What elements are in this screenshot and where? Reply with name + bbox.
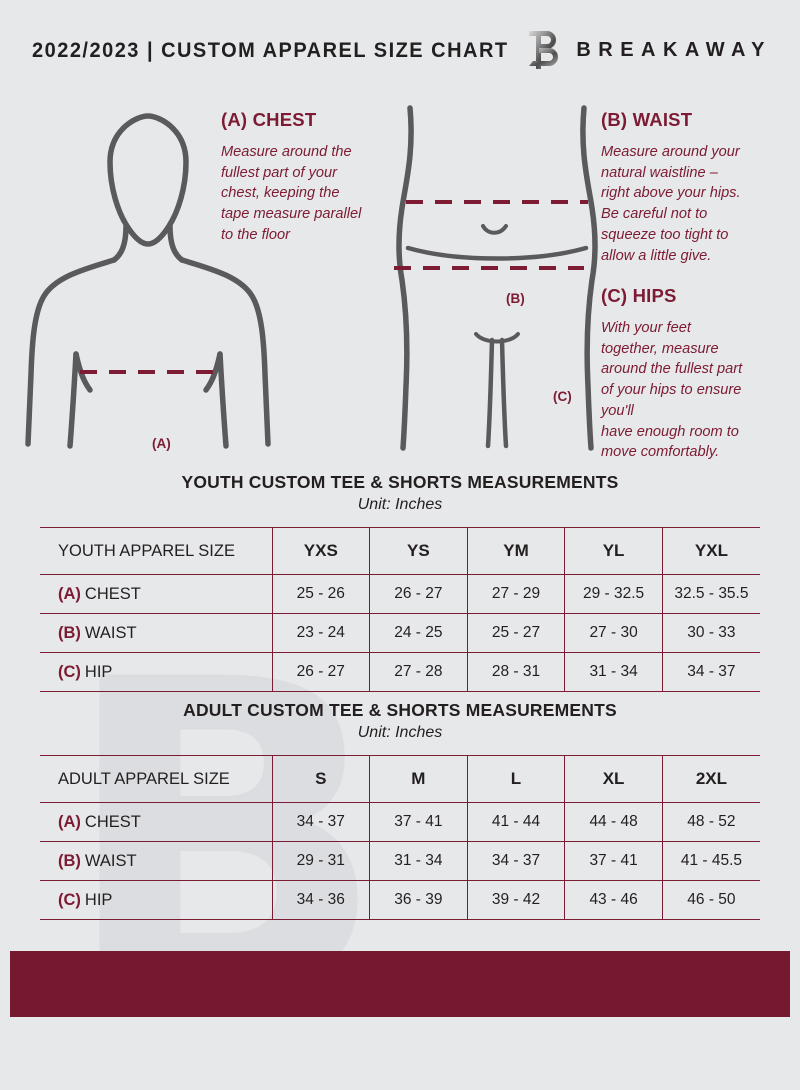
- brand-lockup: BREAKAWAY: [526, 28, 772, 72]
- youth-size-col-2: YM: [466, 527, 566, 575]
- adult-section-unit: Unit: Inches: [357, 724, 443, 741]
- youth-cell-0-4: 32.5 - 35.5: [661, 574, 760, 614]
- adult-cell-2-1: 36 - 39: [369, 880, 468, 920]
- youth-cell-0-3: 29 - 32.5: [564, 574, 663, 614]
- youth-row-label-2: (C) HIP: [40, 652, 273, 692]
- youth-cell-0-0: 25 - 26: [271, 574, 371, 614]
- adult-cell-1-4: 41 - 45.5: [661, 841, 760, 881]
- table-row: (C) HIP 26 - 27 27 - 28 28 - 31 31 - 34 3…: [40, 652, 760, 692]
- instruction-block-hips: (C) HIPS With your feet together, measur…: [601, 285, 779, 463]
- instruction-block-chest: (A) CHEST Measure around the fullest par…: [221, 109, 396, 246]
- youth-cell-2-4: 34 - 37: [661, 652, 760, 692]
- adult-size-col-2: L: [466, 755, 566, 803]
- adult-cell-2-4: 46 - 50: [661, 880, 760, 920]
- instruction-heading-waist: (B) WAIST: [601, 109, 693, 130]
- row-tag: (B): [58, 623, 81, 642]
- instruction-body-chest: Measure around the fullest part of your …: [221, 144, 362, 243]
- adult-cell-2-2: 39 - 42: [466, 880, 566, 920]
- instruction-body-waist: Measure around your natural waistline – …: [601, 144, 741, 264]
- youth-size-col-1: YS: [369, 527, 468, 575]
- youth-cell-1-0: 23 - 24: [271, 613, 371, 653]
- adult-cell-0-4: 48 - 52: [661, 802, 760, 842]
- adult-size-col-0: S: [271, 755, 371, 803]
- adult-cell-0-2: 41 - 44: [466, 802, 566, 842]
- youth-cell-1-3: 27 - 30: [564, 613, 663, 653]
- adult-size-table: ADULT APPAREL SIZE S M L XL 2XL (A) CHEST…: [40, 755, 760, 920]
- adult-cell-2-3: 43 - 46: [564, 880, 663, 920]
- adult-cell-2-0: 34 - 36: [271, 880, 371, 920]
- youth-size-col-4: YXL: [661, 527, 760, 575]
- youth-cell-2-2: 28 - 31: [466, 652, 566, 692]
- row-tag: (C): [58, 662, 81, 681]
- youth-cell-1-4: 30 - 33: [661, 613, 760, 653]
- youth-size-col-0: YXS: [271, 527, 371, 575]
- youth-cell-1-1: 24 - 25: [369, 613, 468, 653]
- youth-cell-2-1: 27 - 28: [369, 652, 468, 692]
- footer-bar: [10, 951, 790, 1017]
- row-tag: (A): [58, 584, 81, 603]
- page-title: 2022/2023 | CUSTOM APPAREL SIZE CHART: [32, 37, 509, 62]
- adult-cell-0-3: 44 - 48: [564, 802, 663, 842]
- row-tag: (B): [58, 851, 81, 870]
- youth-cell-2-0: 26 - 27: [271, 652, 371, 692]
- row-label: CHEST: [84, 812, 141, 831]
- row-label: HIP: [84, 890, 113, 909]
- adult-cell-0-1: 37 - 41: [369, 802, 468, 842]
- youth-cell-1-2: 25 - 27: [466, 613, 566, 653]
- youth-section-title: YOUTH CUSTOM TEE & SHORTS MEASUREMENTS: [181, 472, 619, 492]
- breakaway-b-logo-icon: [529, 31, 559, 69]
- instruction-block-waist: (B) WAIST Measure around your natural wa…: [601, 109, 776, 266]
- table-row: (A) CHEST 25 - 26 26 - 27 27 - 29 29 - 32…: [40, 574, 760, 614]
- chest-line-label: (A): [152, 436, 171, 451]
- youth-row-label-1: (B) WAIST: [40, 613, 273, 653]
- brand-name: BREAKAWAY: [576, 38, 772, 61]
- table-row: (C) HIP 34 - 36 36 - 39 39 - 42 43 - 46 4…: [40, 880, 760, 920]
- adult-cell-0-0: 34 - 37: [271, 802, 371, 842]
- row-label: HIP: [84, 662, 113, 681]
- instruction-heading-hips: (C) HIPS: [601, 285, 677, 306]
- instruction-body-hips: With your feet together, measure around …: [601, 320, 743, 461]
- lower-body-silhouette-icon: [394, 105, 598, 451]
- adult-cell-1-0: 29 - 31: [271, 841, 371, 881]
- hip-line-label: (C): [553, 389, 572, 404]
- youth-cell-0-1: 26 - 27: [369, 574, 468, 614]
- adult-size-col-4: 2XL: [661, 755, 760, 803]
- adult-cell-1-3: 37 - 41: [564, 841, 663, 881]
- youth-cell-0-2: 27 - 29: [466, 574, 566, 614]
- adult-size-col-1: M: [369, 755, 468, 803]
- youth-cell-2-3: 31 - 34: [564, 652, 663, 692]
- adult-row-label-1: (B) WAIST: [40, 841, 273, 881]
- row-label: WAIST: [84, 623, 137, 642]
- row-label: WAIST: [84, 851, 137, 870]
- youth-row-label-0: (A) CHEST: [40, 574, 273, 614]
- row-tag: (C): [58, 890, 81, 909]
- table-row: (B) WAIST 23 - 24 24 - 25 25 - 27 27 - 30…: [40, 613, 760, 653]
- table-row: (A) CHEST 34 - 37 37 - 41 41 - 44 44 - 48…: [40, 802, 760, 842]
- measurement-figures: (A) (B) (C): [0, 96, 800, 466]
- table-row: (B) WAIST 29 - 31 31 - 34 34 - 37 37 - 41…: [40, 841, 760, 881]
- adult-cell-1-2: 34 - 37: [466, 841, 566, 881]
- row-label: CHEST: [84, 584, 141, 603]
- youth-section-unit: Unit: Inches: [357, 496, 443, 513]
- adult-cell-1-1: 31 - 34: [369, 841, 468, 881]
- adult-header-label: ADULT APPAREL SIZE: [40, 755, 273, 803]
- youth-section: YOUTH CUSTOM TEE & SHORTS MEASUREMENTS U…: [40, 472, 760, 692]
- adult-row-label-0: (A) CHEST: [40, 802, 273, 842]
- table-header-row: ADULT APPAREL SIZE S M L XL 2XL: [40, 755, 760, 803]
- table-header-row: YOUTH APPAREL SIZE YXS YS YM YL YXL: [40, 527, 760, 575]
- youth-size-col-3: YL: [564, 527, 663, 575]
- upper-body-silhouette-icon: [25, 113, 271, 449]
- adult-size-col-3: XL: [564, 755, 663, 803]
- page-header: 2022/2023 | CUSTOM APPAREL SIZE CHART BR…: [0, 0, 800, 100]
- adult-section: ADULT CUSTOM TEE & SHORTS MEASUREMENTS U…: [40, 700, 760, 920]
- adult-row-label-2: (C) HIP: [40, 880, 273, 920]
- adult-section-title: ADULT CUSTOM TEE & SHORTS MEASUREMENTS: [183, 700, 617, 720]
- youth-size-table: YOUTH APPAREL SIZE YXS YS YM YL YXL (A) C…: [40, 527, 760, 692]
- youth-header-label: YOUTH APPAREL SIZE: [40, 527, 273, 575]
- waist-line-label: (B): [506, 291, 525, 306]
- instruction-heading-chest: (A) CHEST: [221, 109, 317, 130]
- row-tag: (A): [58, 812, 81, 831]
